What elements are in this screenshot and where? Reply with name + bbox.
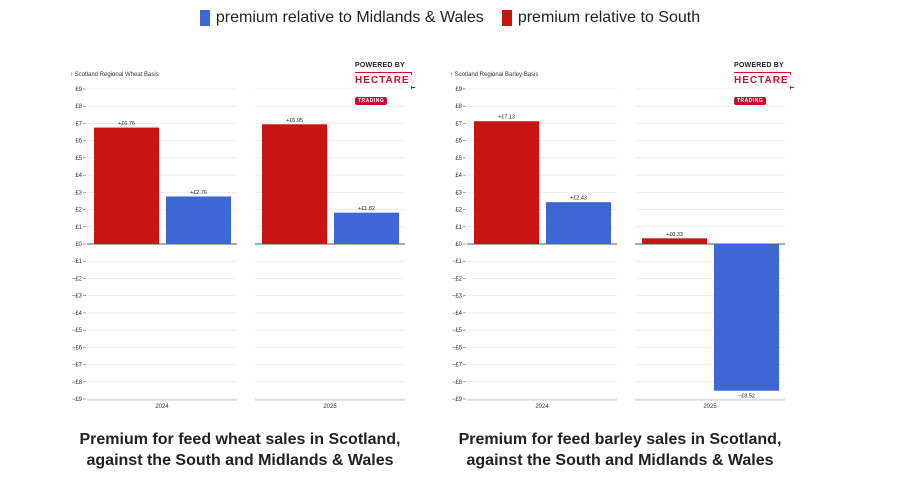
- bar-2024-south: [474, 121, 539, 244]
- y-tick-label: £7: [75, 121, 82, 127]
- y-tick-label: £0: [455, 242, 462, 248]
- legend-item-south: premium relative to South: [501, 9, 701, 27]
- y-tick-label: −£7: [452, 363, 463, 369]
- bar-value-label: +£1.82: [358, 206, 375, 212]
- bar-value-label: +£6.76: [118, 121, 135, 127]
- logo-powered-by: POWERED BY: [355, 62, 405, 69]
- y-axis-title: ↑ Scotland Regional Wheat Basis: [70, 72, 159, 78]
- y-tick-label: £7: [455, 121, 462, 127]
- logo-sub: TRADING: [734, 97, 767, 105]
- y-tick-label: £0: [75, 242, 82, 248]
- y-tick-label: £6: [455, 139, 462, 145]
- y-tick-label: £1: [455, 225, 462, 231]
- x-tick-label: 2025: [703, 404, 717, 410]
- y-tick-label: −£1: [452, 259, 463, 265]
- y-tick-label: £2: [455, 208, 462, 214]
- bar-2025-south: [642, 238, 707, 244]
- legend-label-midlands-wales: premium relative to Midlands & Wales: [215, 9, 484, 26]
- legend-swatch-red: [501, 10, 512, 26]
- hectare-trading-logo: POWERED BY HECTARE TRADING: [355, 62, 425, 106]
- y-tick-label: −£2: [72, 276, 83, 282]
- y-tick-label: −£8: [452, 380, 463, 386]
- x-tick-label: 2025: [323, 404, 337, 410]
- y-tick-label: −£5: [72, 328, 83, 334]
- logo-powered-by: POWERED BY: [734, 62, 784, 69]
- logo-frame: HECTARE: [734, 72, 794, 89]
- legend-label-south: premium relative to South: [517, 9, 701, 26]
- wheat-chart-caption: Premium for feed wheat sales in Scotland…: [79, 431, 401, 469]
- y-tick-label: £1: [75, 225, 82, 231]
- y-tick-label: −£4: [452, 311, 463, 317]
- y-tick-label: £5: [455, 156, 462, 162]
- y-tick-label: −£4: [72, 311, 83, 317]
- y-tick-label: £6: [75, 139, 82, 145]
- y-axis-title: ↑ Scotland Regional Barley Basis: [450, 72, 538, 78]
- y-tick-label: £8: [455, 104, 462, 110]
- hectare-trading-logo: POWERED BY HECTARE TRADING: [734, 62, 804, 106]
- y-tick-label: −£2: [452, 276, 463, 282]
- y-tick-label: £9: [455, 87, 462, 93]
- y-tick-label: −£5: [452, 328, 463, 334]
- bar-value-label: −£8.52: [738, 394, 755, 400]
- legend: premium relative to Midlands & Wales pre…: [0, 9, 900, 27]
- bar-2024-midlands-wales: [166, 196, 231, 244]
- y-tick-label: −£8: [72, 380, 83, 386]
- y-tick-label: −£6: [72, 345, 83, 351]
- bar-value-label: +£0.33: [666, 232, 683, 238]
- y-tick-label: £8: [75, 104, 82, 110]
- y-tick-label: −£7: [72, 363, 83, 369]
- y-tick-label: −£3: [72, 294, 83, 300]
- y-tick-label: £2: [75, 208, 82, 214]
- legend-swatch-blue: [199, 10, 210, 26]
- y-tick-label: £4: [75, 173, 82, 179]
- logo-brand: HECTARE: [734, 75, 791, 86]
- logo-sub: TRADING: [355, 97, 388, 105]
- y-tick-label: −£3: [452, 294, 463, 300]
- y-tick-label: £9: [75, 87, 82, 93]
- bar-value-label: +£7.13: [498, 115, 515, 121]
- logo-brand: HECTARE: [355, 75, 412, 86]
- bar-2025-south: [262, 124, 327, 244]
- bar-2025-midlands-wales: [714, 244, 779, 391]
- bar-2024-midlands-wales: [546, 202, 611, 244]
- y-tick-label: £3: [455, 190, 462, 196]
- y-tick-label: −£1: [72, 259, 83, 265]
- bar-value-label: +£2.76: [190, 190, 207, 196]
- barley-chart-caption: Premium for feed barley sales in Scotlan…: [458, 431, 782, 469]
- y-tick-label: £3: [75, 190, 82, 196]
- wheat-basis-chart: ↑ Scotland Regional Wheat Basis £9 £8 £7 £6 £…: [70, 72, 405, 410]
- legend-item-midlands-wales: premium relative to Midlands & Wales: [199, 9, 484, 27]
- y-tick-label: −£9: [452, 397, 463, 403]
- y-tick-label: £4: [455, 173, 462, 179]
- bar-2025-midlands-wales: [334, 212, 399, 244]
- x-tick-label: 2024: [535, 404, 549, 410]
- bar-value-label: +£2.43: [570, 196, 587, 202]
- bar-value-label: +£6.95: [286, 118, 303, 124]
- y-tick-label: −£6: [452, 345, 463, 351]
- x-tick-label: 2024: [155, 404, 169, 410]
- y-tick-label: £5: [75, 156, 82, 162]
- logo-frame: HECTARE: [355, 72, 415, 89]
- y-tick-label: −£9: [72, 397, 83, 403]
- barley-basis-chart: ↑ Scotland Regional Barley Basis £9 £8 £7 £6…: [450, 72, 785, 410]
- bar-2024-south: [94, 127, 159, 244]
